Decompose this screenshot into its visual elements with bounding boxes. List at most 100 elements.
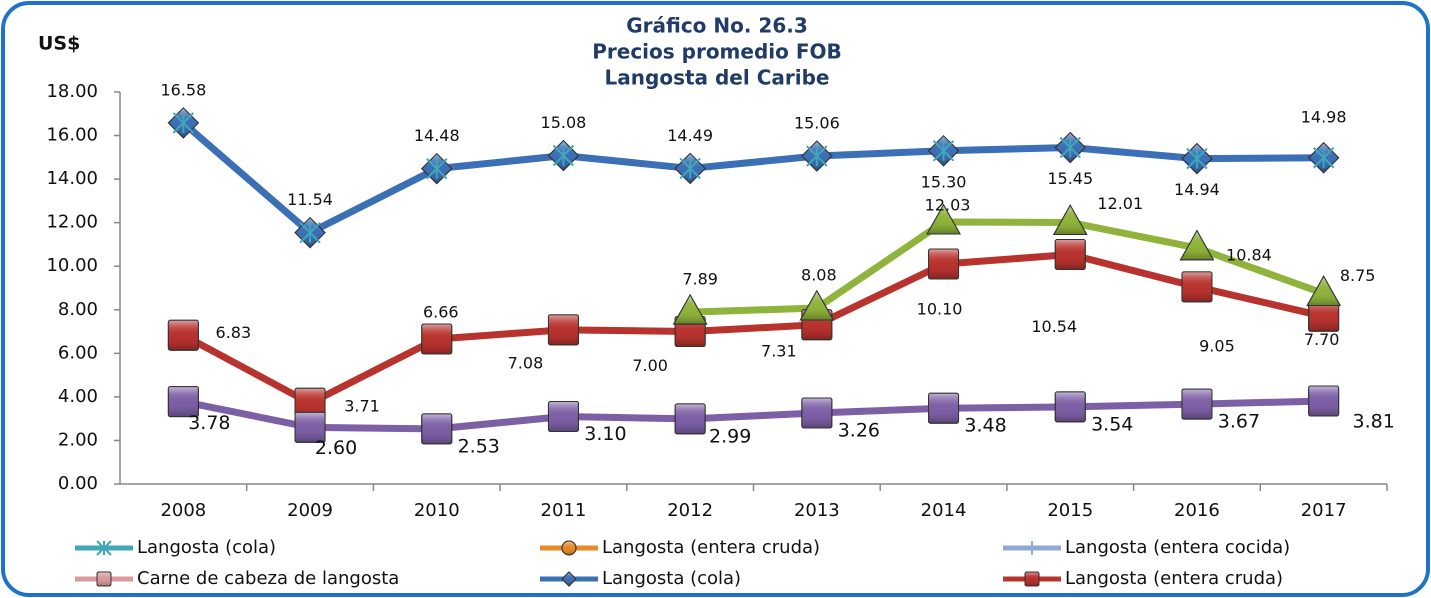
y-tick-label: 10.00 [46,255,98,276]
x-tick-label: 2016 [1174,500,1220,521]
x-tick-label: 2015 [1047,500,1093,521]
marker-shine [167,386,199,418]
data-label: 3.48 [964,415,1006,437]
chart-title: Gráfico No. 26.3 [626,14,808,38]
marker [1054,238,1086,270]
marker [1308,385,1340,417]
x-tick-label: 2017 [1301,500,1347,521]
marker-overlay [679,157,701,180]
x-tick-label: 2008 [160,500,206,521]
data-label: 3.10 [584,423,626,445]
marker [294,411,326,443]
marker-shine [1179,229,1215,261]
data-label: 6.83 [216,323,252,342]
marker-shine [1306,275,1342,306]
marker-shine [294,411,326,443]
data-label: 2.99 [709,425,751,447]
data-label: 10.54 [1031,317,1077,336]
data-label: 3.54 [1091,413,1133,435]
data-label: 6.66 [423,302,459,321]
marker-shine [926,203,961,235]
x-tick-label: 2010 [414,500,460,521]
legend-item: Langosta (cola) [75,537,276,558]
marker [421,323,453,355]
marker [799,289,835,321]
legend-label: Langosta (cola) [137,537,276,558]
marker-overlay [806,145,828,167]
marker [167,386,199,418]
data-label: 8.75 [1340,266,1376,285]
data-label: 12.01 [1097,194,1143,213]
marker [421,413,453,445]
legend-item: Langosta (entera cocida) [1003,537,1290,558]
legend-item: Carne de cabeza de langosta [75,568,399,589]
y-tick-label: 6.00 [58,342,98,363]
y-tick-label: 4.00 [58,386,98,407]
y-tick-label: 14.00 [46,168,98,189]
data-label: 3.67 [1218,411,1260,433]
marker-shine [561,571,577,587]
marker [1181,271,1213,303]
data-label: 10.10 [917,300,963,319]
legend-label: Langosta (entera cocida) [1065,537,1290,558]
legend-marker [1025,541,1039,555]
data-label: 3.26 [838,420,880,442]
data-label: 14.94 [1174,180,1220,199]
marker-shine [1181,388,1213,420]
marker-shine [1052,204,1088,235]
data-label: 3.71 [344,397,380,416]
data-label: 3.78 [188,412,230,434]
marker-shine [1024,571,1040,587]
marker [926,203,961,235]
x-tick-label: 2009 [287,500,333,521]
series-line [690,218,1325,316]
marker [672,293,708,325]
data-label: 7.70 [1304,330,1340,349]
legend-marker [96,571,112,587]
data-label: 7.00 [632,356,668,375]
marker-shine [672,293,708,325]
data-label: 9.05 [1199,336,1235,355]
legend-label: Langosta (entera cruda) [1065,568,1283,589]
marker [167,319,199,351]
y-tick-label: 12.00 [46,212,98,233]
marker [547,400,579,432]
marker-shape [679,157,701,180]
marker-shine [561,540,577,556]
series-line [181,120,1324,237]
marker [294,387,326,419]
legend-item: Langosta (entera cruda) [1003,568,1283,589]
marker-shape [299,221,321,244]
legend-marker [1024,571,1040,587]
marker-overlay [299,221,321,244]
marker [674,403,706,435]
marker-shape [806,145,828,167]
data-label: 15.45 [1047,169,1093,188]
marker [547,314,579,346]
marker-overlay [426,157,448,180]
marker [1054,391,1086,423]
data-label: 15.08 [541,113,587,132]
marker-shine [801,397,833,429]
marker-overlay [1186,147,1208,170]
data-label: 12.03 [925,196,971,215]
data-label: 3.81 [1352,411,1394,433]
marker-shine [96,571,112,587]
marker-shape [1025,541,1039,555]
data-label: 14.49 [667,126,713,145]
chart-title: Precios promedio FOB [592,40,842,64]
marker-overlay [552,144,575,167]
marker-overlay [1312,147,1335,169]
marker-shine [1308,385,1340,417]
marker-overlay [172,112,195,134]
data-label: 14.48 [414,126,460,145]
legend-marker [96,540,112,556]
marker-shine [547,314,579,346]
data-label: 7.89 [682,270,718,289]
data-label: 2.60 [315,437,357,459]
legend-label: Langosta (entera cruda) [602,537,820,558]
marker-shape [426,157,448,180]
marker-shine [547,400,579,432]
marker [1181,388,1213,420]
marker-shine [1054,238,1086,270]
